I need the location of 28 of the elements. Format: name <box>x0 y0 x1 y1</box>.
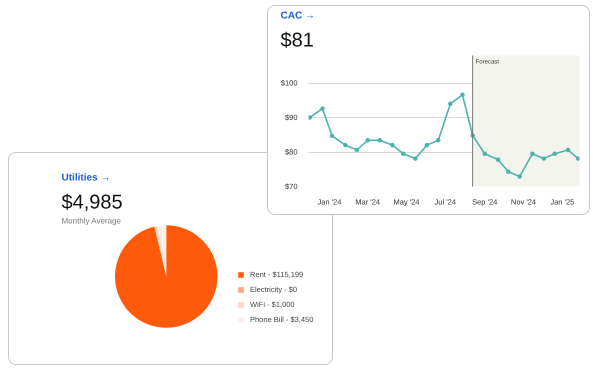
point <box>343 142 348 148</box>
chart-subtitle: $4,985 <box>62 192 123 214</box>
point <box>424 142 430 148</box>
point <box>496 157 500 162</box>
chart-title: CAC → <box>280 10 315 22</box>
point <box>506 169 510 174</box>
point <box>378 138 382 143</box>
point <box>354 148 360 152</box>
chart-subtitle: $81 <box>280 30 314 52</box>
point <box>401 152 406 156</box>
point <box>365 138 370 143</box>
point <box>413 156 418 161</box>
point <box>308 115 312 120</box>
point <box>552 152 557 156</box>
point <box>460 92 465 98</box>
point <box>390 142 395 148</box>
point <box>542 156 546 161</box>
point <box>448 102 453 106</box>
point <box>330 134 334 138</box>
point <box>576 156 580 161</box>
point <box>517 174 522 179</box>
point <box>320 106 325 111</box>
point <box>530 152 535 156</box>
chart-title: Utilities → <box>62 172 110 184</box>
point <box>482 152 487 156</box>
text: Monthly Average <box>62 216 122 226</box>
point <box>566 148 570 152</box>
point <box>436 138 441 143</box>
